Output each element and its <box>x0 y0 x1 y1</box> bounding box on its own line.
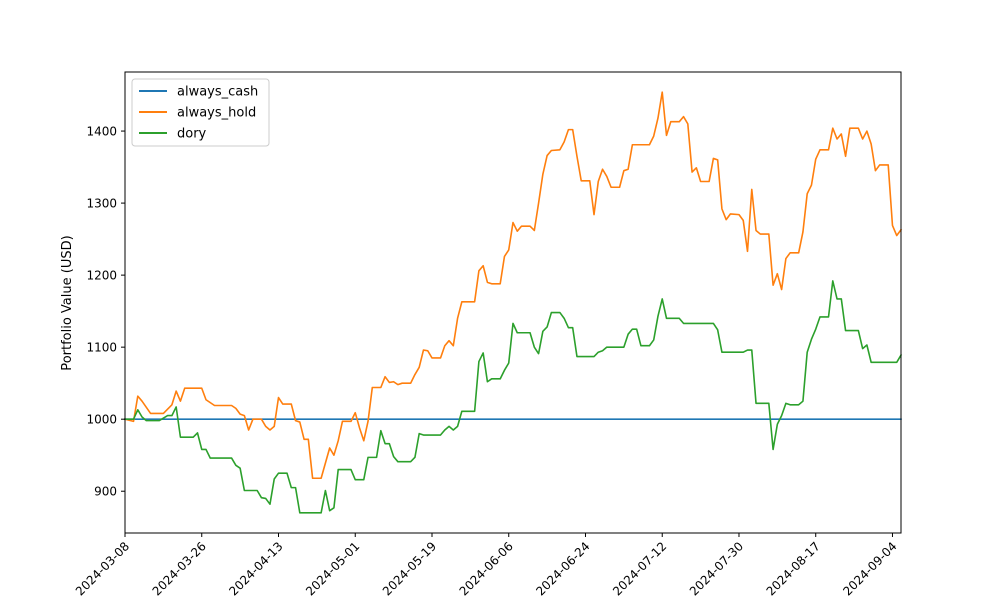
legend-label-always-hold: always_hold <box>177 106 256 121</box>
plot-frame <box>124 71 902 534</box>
legend-label-dory: dory <box>177 127 207 142</box>
y-tick-label: 1000 <box>86 413 117 427</box>
y-tick-label: 1400 <box>86 125 117 139</box>
series-line-dory <box>124 280 903 514</box>
y-axis-label: Portfolio Value (USD) <box>60 235 75 370</box>
legend-label-always-cash: always_cash <box>177 85 258 100</box>
y-tick-label: 1200 <box>86 269 117 283</box>
y-tick-label: 1300 <box>86 197 117 211</box>
series-line-always-hold <box>124 91 903 480</box>
legend-box <box>131 78 270 147</box>
y-axis: 900 1000 1100 1200 1300 1400 <box>86 125 125 499</box>
plot-lines <box>124 91 903 514</box>
y-tick-label: 900 <box>94 485 117 499</box>
y-tick-label: 1100 <box>86 341 117 355</box>
